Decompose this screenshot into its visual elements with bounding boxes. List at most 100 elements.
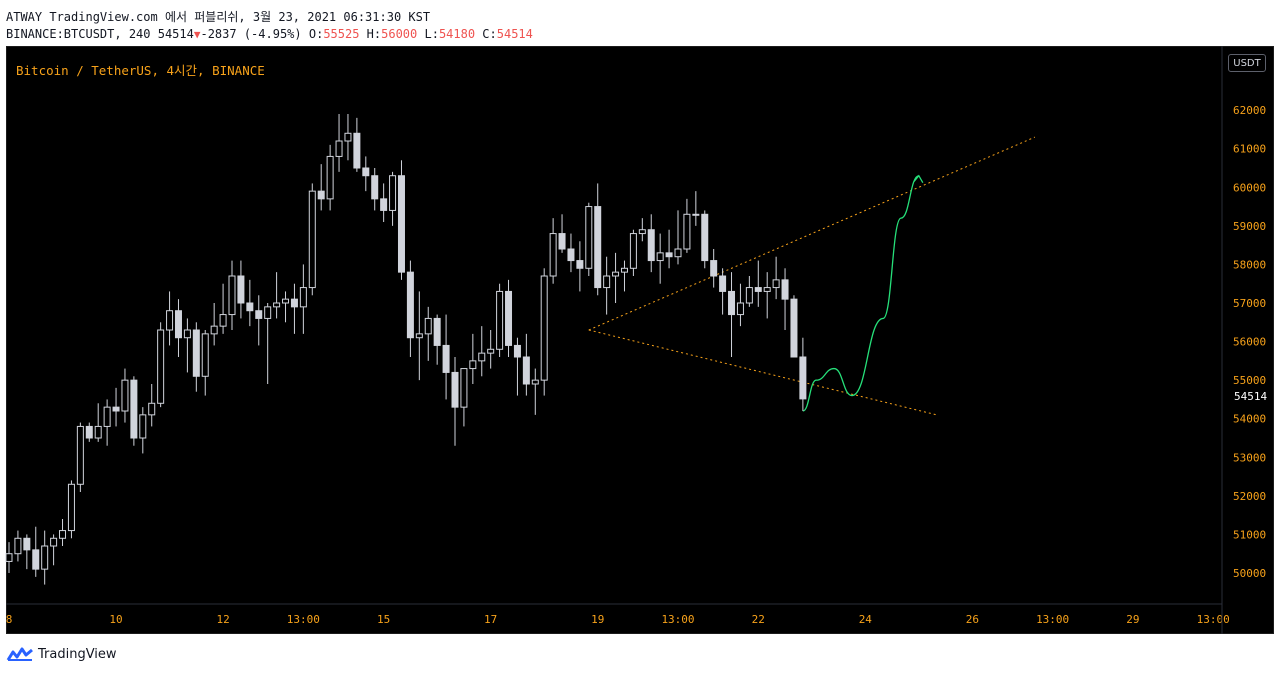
candle (745, 276, 753, 307)
candle (576, 241, 584, 292)
candle-body (505, 290, 513, 346)
candle (478, 326, 486, 377)
candle (67, 480, 75, 539)
candle (41, 530, 49, 585)
currency-unit-button[interactable]: USDT (1228, 54, 1266, 72)
candle (513, 337, 521, 396)
trendline[interactable] (588, 136, 1035, 331)
candle-body (513, 344, 521, 358)
x-tick-label: 26 (966, 613, 979, 626)
down-triangle-icon: ▼ (193, 28, 201, 41)
candle-body (210, 325, 218, 335)
candle (460, 368, 468, 427)
candle-body (201, 333, 209, 377)
candle (59, 519, 67, 546)
candle-body (736, 302, 744, 316)
candle-body (157, 329, 165, 404)
low-value: 54180 (438, 27, 476, 41)
candle-body (656, 252, 664, 262)
candle-body (389, 175, 397, 211)
candle (728, 272, 736, 357)
candle-body (5, 553, 13, 562)
candle-body (76, 425, 84, 485)
candle (183, 318, 191, 373)
y-tick-label: 59000 (1233, 220, 1266, 233)
candle (14, 530, 22, 562)
candle-body (719, 275, 727, 292)
high-value: 56000 (381, 27, 418, 41)
candle-body (603, 275, 611, 289)
candle-body (397, 175, 405, 273)
candle (121, 368, 129, 423)
close-label: C: (482, 27, 497, 41)
candle (647, 214, 655, 273)
candle-body (647, 229, 655, 262)
high-label: H: (366, 27, 382, 41)
x-tick-label: 17 (484, 613, 497, 626)
candle (371, 168, 379, 211)
candle (317, 164, 325, 211)
candle-body (442, 344, 450, 373)
candle-body (192, 329, 200, 377)
y-tick-label: 61000 (1233, 143, 1266, 156)
candle (5, 542, 13, 573)
candle-body (451, 371, 459, 408)
x-tick-label: 13:00 (1036, 613, 1069, 626)
close-value: 54514 (496, 27, 533, 41)
candle (638, 218, 646, 242)
candle (692, 191, 700, 226)
candle (736, 283, 744, 327)
candle-body (665, 252, 673, 258)
y-tick-label: 57000 (1233, 297, 1266, 310)
candle (246, 279, 254, 327)
y-tick-label: 55000 (1233, 374, 1266, 387)
chart-pane[interactable] (6, 46, 1274, 634)
candle (290, 283, 298, 334)
candle-body (540, 275, 548, 381)
candle (228, 260, 236, 330)
candle-body (59, 530, 67, 539)
candle (139, 407, 147, 454)
candle (157, 322, 165, 408)
candle (299, 264, 307, 334)
candle-body (799, 356, 807, 400)
x-tick-label: 10 (109, 613, 122, 626)
candle (210, 303, 218, 346)
candle-body (299, 287, 307, 308)
current-price-label: 54514 (1234, 390, 1267, 403)
candle-body (683, 213, 691, 250)
candle (130, 376, 138, 446)
x-tick-label: 12 (216, 613, 229, 626)
candle-body (273, 302, 281, 308)
candle-body (246, 302, 254, 312)
y-tick-label: 53000 (1233, 451, 1266, 464)
candle (148, 384, 156, 427)
candle-body (130, 379, 138, 439)
x-tick-label: 13:00 (661, 613, 694, 626)
candle-body (362, 167, 370, 177)
projection-path[interactable] (802, 175, 920, 412)
publish-info: ATWAY TradingView.com 에서 퍼블리쉬, 3월 23, 20… (6, 10, 431, 24)
x-tick-label: 24 (859, 613, 873, 626)
trendline[interactable] (588, 329, 937, 416)
candle-body (255, 310, 263, 319)
candle-body (710, 260, 718, 277)
candle (781, 268, 789, 330)
candle (558, 214, 566, 253)
candle-body (433, 317, 441, 346)
candle (665, 229, 673, 269)
candle-body (344, 132, 352, 142)
candle (192, 322, 200, 392)
candle (85, 422, 93, 442)
candle-body (23, 537, 31, 551)
candle (397, 160, 405, 280)
candle-body (264, 306, 272, 319)
candle (344, 114, 352, 161)
low-label: L: (424, 27, 439, 41)
candle (219, 283, 227, 334)
candle-body (781, 279, 789, 300)
candle-body (183, 329, 191, 339)
candle (76, 422, 84, 492)
candle (585, 202, 593, 276)
